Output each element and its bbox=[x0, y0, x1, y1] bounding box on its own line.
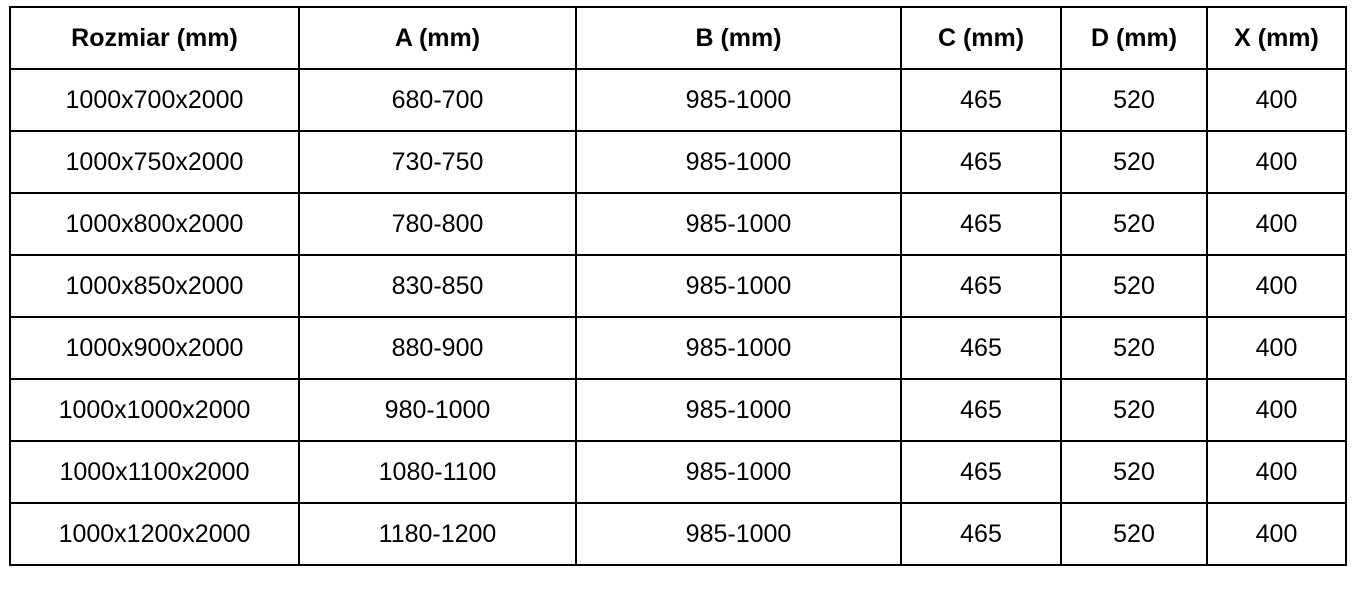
column-header: C (mm) bbox=[900, 6, 1062, 70]
table-cell: 1000x700x2000 bbox=[9, 68, 300, 132]
table-cell: 520 bbox=[1060, 378, 1208, 442]
table-cell: 1000x1100x2000 bbox=[9, 440, 300, 504]
table-cell: 520 bbox=[1060, 440, 1208, 504]
table-cell: 520 bbox=[1060, 316, 1208, 380]
dimensions-table: Rozmiar (mm) A (mm) B (mm) C (mm) D (mm) X (m… bbox=[9, 6, 1347, 566]
table-cell: 985-1000 bbox=[575, 440, 902, 504]
table-cell: 780-800 bbox=[298, 192, 577, 256]
table-cell: 465 bbox=[900, 192, 1062, 256]
table-cell: 520 bbox=[1060, 254, 1208, 318]
table-cell: 400 bbox=[1206, 502, 1347, 566]
table-cell: 985-1000 bbox=[575, 502, 902, 566]
table-row: 1000x700x2000 680-700 985-1000 465 520 400 bbox=[9, 68, 1347, 132]
table-row: 1000x800x2000 780-800 985-1000 465 520 400 bbox=[9, 192, 1347, 256]
table-row: 1000x1100x2000 1080-1100 985-1000 465 520 400 bbox=[9, 440, 1347, 504]
table-cell: 830-850 bbox=[298, 254, 577, 318]
table-cell: 520 bbox=[1060, 130, 1208, 194]
table-cell: 520 bbox=[1060, 68, 1208, 132]
table-cell: 1180-1200 bbox=[298, 502, 577, 566]
table-cell: 985-1000 bbox=[575, 192, 902, 256]
table-cell: 1000x1200x2000 bbox=[9, 502, 300, 566]
table-cell: 1000x750x2000 bbox=[9, 130, 300, 194]
table-cell: 400 bbox=[1206, 440, 1347, 504]
table-cell: 985-1000 bbox=[575, 378, 902, 442]
table-cell: 465 bbox=[900, 378, 1062, 442]
table-row: 1000x1200x2000 1180-1200 985-1000 465 520 400 bbox=[9, 502, 1347, 566]
table-cell: 985-1000 bbox=[575, 316, 902, 380]
table-cell: 465 bbox=[900, 316, 1062, 380]
table-cell: 1000x900x2000 bbox=[9, 316, 300, 380]
column-header: A (mm) bbox=[298, 6, 577, 70]
table-cell: 1000x800x2000 bbox=[9, 192, 300, 256]
table-cell: 465 bbox=[900, 254, 1062, 318]
table-cell: 465 bbox=[900, 440, 1062, 504]
table-cell: 400 bbox=[1206, 254, 1347, 318]
table-cell: 400 bbox=[1206, 68, 1347, 132]
table-cell: 400 bbox=[1206, 378, 1347, 442]
table-cell: 400 bbox=[1206, 316, 1347, 380]
table-row: 1000x850x2000 830-850 985-1000 465 520 400 bbox=[9, 254, 1347, 318]
table-cell: 400 bbox=[1206, 192, 1347, 256]
table-cell: 1080-1100 bbox=[298, 440, 577, 504]
table-cell: 880-900 bbox=[298, 316, 577, 380]
table-cell: 985-1000 bbox=[575, 254, 902, 318]
column-header: D (mm) bbox=[1060, 6, 1208, 70]
table-cell: 1000x1000x2000 bbox=[9, 378, 300, 442]
table-cell: 465 bbox=[900, 502, 1062, 566]
column-header: B (mm) bbox=[575, 6, 902, 70]
column-header: Rozmiar (mm) bbox=[9, 6, 300, 70]
table-cell: 730-750 bbox=[298, 130, 577, 194]
column-header: X (mm) bbox=[1206, 6, 1347, 70]
table-row: 1000x1000x2000 980-1000 985-1000 465 520 400 bbox=[9, 378, 1347, 442]
table-cell: 680-700 bbox=[298, 68, 577, 132]
table-cell: 465 bbox=[900, 68, 1062, 132]
table-cell: 985-1000 bbox=[575, 130, 902, 194]
table-row: 1000x900x2000 880-900 985-1000 465 520 400 bbox=[9, 316, 1347, 380]
table-cell: 1000x850x2000 bbox=[9, 254, 300, 318]
header-row: Rozmiar (mm) A (mm) B (mm) C (mm) D (mm) X (m… bbox=[9, 6, 1347, 70]
table-cell: 980-1000 bbox=[298, 378, 577, 442]
table-cell: 400 bbox=[1206, 130, 1347, 194]
table-row: 1000x750x2000 730-750 985-1000 465 520 400 bbox=[9, 130, 1347, 194]
table-cell: 985-1000 bbox=[575, 68, 902, 132]
table-cell: 520 bbox=[1060, 192, 1208, 256]
table-cell: 465 bbox=[900, 130, 1062, 194]
table-cell: 520 bbox=[1060, 502, 1208, 566]
